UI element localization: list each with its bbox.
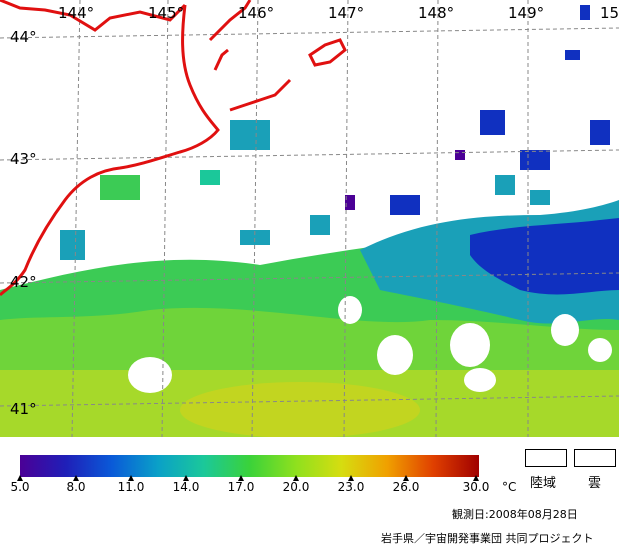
land-legend-label: 陸域 [530,476,557,491]
cloud-blob [551,314,579,346]
lat-label: 43° [10,150,37,168]
graticule [0,0,619,438]
colorbar-unit: °C [502,480,517,494]
colorbar-tick-label: 26.0 [392,480,420,494]
scattered-sst-patches [60,5,610,260]
lat-label: 44° [10,28,37,46]
colorbar-tick-label: 17.0 [227,480,255,494]
lon-label: 15 [600,4,619,22]
cloud-blob [450,323,490,367]
colorbar-tick-mark [348,475,354,481]
colorbar-tick-mark [73,475,79,481]
cloud-legend-label: 雲 [588,476,602,491]
colorbar-tick-label: 20.0 [282,480,310,494]
cold-water-band [470,218,619,295]
cloud-legend-swatch [574,449,616,467]
colorbar-tick-mark [17,475,23,481]
colorbar-tick-label: 5.0 [10,480,30,494]
lon-label: 146° [238,4,275,22]
cloud-blob [338,296,362,324]
credit-text: 岩手県／宇宙開発事業団 共同プロジェクト [381,532,594,545]
lon-label: 148° [418,4,455,22]
lat-label: 42° [10,273,37,291]
colorbar-tick-label: 30.0 [462,480,490,494]
cloud-blob [588,338,612,362]
sst-map-canvas [0,0,619,438]
lon-label: 144° [58,4,95,22]
temperature-colorbar [20,455,479,477]
colorbar-tick-mark [293,475,299,481]
lon-label: 149° [508,4,545,22]
colorbar-tick-mark [183,475,189,481]
colorbar-tick-mark [403,475,409,481]
lat-label: 41° [10,400,37,418]
cloud-blob [464,368,496,392]
colorbar-tick-mark [238,475,244,481]
colorbar-tick-mark [473,475,479,481]
colorbar-tick-label: 23.0 [337,480,365,494]
sst-map: 144° 145° 146° 147° 148° 149° 15 44° 43°… [0,0,619,438]
lon-label: 145° [148,4,185,22]
colorbar-tick-mark [128,475,134,481]
colorbar-tick-label: 11.0 [117,480,145,494]
cloud-blob [128,357,172,393]
lon-label: 147° [328,4,365,22]
cloud-blob [377,335,413,375]
warm-patch [180,382,420,438]
land-legend-swatch [525,449,567,467]
colorbar-tick-label: 14.0 [172,480,200,494]
colorbar-tick-label: 8.0 [66,480,86,494]
hokkaido-coastline [0,0,347,297]
observation-date: 観測日:2008年08月28日 [452,508,578,521]
